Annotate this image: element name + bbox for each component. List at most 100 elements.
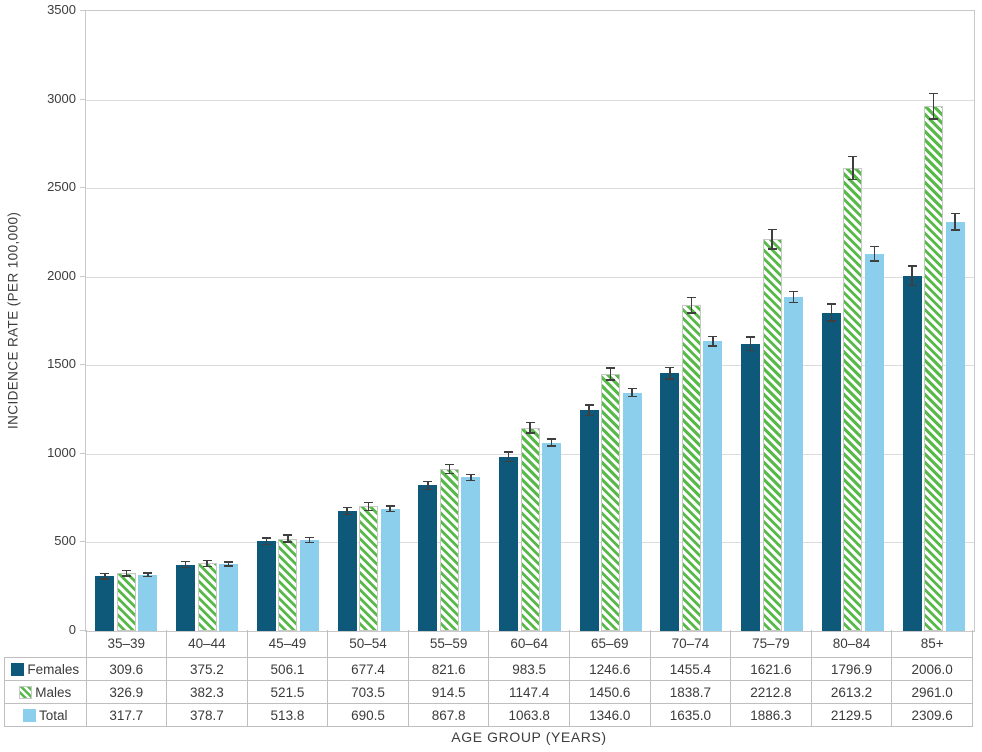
error-cap-top-females-50–54 — [342, 506, 352, 509]
bar-total-75–79 — [784, 296, 804, 631]
category-label-40–44: 40–44 — [166, 630, 248, 658]
error-cap-top-males-70–74 — [686, 296, 696, 299]
error-cap-bottom-females-45–49 — [261, 543, 271, 546]
value-cell-males-75–79: 2212.8 — [730, 680, 812, 704]
bar-females-65–69 — [579, 410, 599, 631]
bar-males-50–54 — [359, 506, 379, 631]
bar-females-60–64 — [499, 456, 518, 631]
error-cap-top-females-65–69 — [584, 404, 594, 406]
y-tick-label-2500: 2500 — [47, 179, 76, 195]
error-bar-males-60–64 — [529, 422, 531, 434]
error-cap-bottom-males-40–44 — [202, 565, 212, 568]
error-bar-males-45–49 — [287, 535, 289, 543]
value-cell-total-70–74: 1635.0 — [649, 703, 732, 727]
value-cell-males-85+: 2961.0 — [891, 680, 973, 704]
category-label-80–84: 80–84 — [810, 630, 893, 658]
error-bar-males-70–74 — [690, 297, 693, 313]
bar-total-50–54 — [380, 508, 400, 631]
value-cell-males-35–39: 326.9 — [85, 680, 168, 704]
error-cap-bottom-total-55–59 — [466, 479, 476, 482]
legend-cell-males: Males — [4, 680, 87, 704]
error-cap-bottom-females-50–54 — [342, 513, 352, 516]
y-tick-label-500: 500 — [54, 533, 76, 549]
error-bar-males-75–79 — [771, 229, 773, 249]
value-cell-females-40–44: 375.2 — [166, 657, 248, 681]
y-tick-mark-3500 — [80, 10, 85, 11]
error-cap-top-total-40–44 — [224, 561, 234, 563]
error-cap-bottom-total-80–84 — [869, 260, 879, 262]
error-bar-males-50–54 — [367, 502, 370, 511]
value-cell-total-85+: 2309.6 — [891, 703, 973, 727]
category-label-50–54: 50–54 — [327, 630, 409, 658]
error-bar-total-65–69 — [631, 388, 633, 397]
bar-total-40–44 — [219, 563, 239, 631]
y-tick-mark-1000 — [80, 452, 85, 454]
y-tick-label-1000: 1000 — [47, 444, 76, 460]
error-bar-females-75–79 — [749, 337, 752, 351]
value-cell-total-35–39: 317.7 — [85, 703, 168, 727]
error-bar-total-45–49 — [308, 537, 311, 543]
error-cap-bottom-females-60–64 — [504, 460, 513, 463]
value-cell-females-35–39: 309.6 — [85, 657, 168, 681]
error-cap-top-males-80–84 — [848, 155, 858, 158]
value-cell-total-40–44: 378.7 — [166, 703, 248, 727]
error-bar-females-65–69 — [588, 405, 590, 416]
value-cell-females-70–74: 1455.4 — [649, 657, 732, 681]
value-cell-females-55–59: 821.6 — [407, 657, 490, 681]
error-bar-females-70–74 — [669, 367, 671, 380]
category-label-75–79: 75–79 — [730, 630, 812, 658]
error-bar-females-40–44 — [184, 561, 187, 568]
y-tick-mark-500 — [80, 541, 85, 543]
error-cap-bottom-males-70–74 — [686, 312, 696, 314]
bar-females-85+ — [902, 275, 922, 631]
bar-total-60–64 — [542, 442, 561, 631]
value-cell-females-50–54: 677.4 — [327, 657, 409, 681]
value-cell-males-65–69: 1450.6 — [568, 680, 651, 704]
legend-label-females: Females — [27, 661, 80, 677]
error-cap-bottom-females-65–69 — [584, 414, 594, 417]
y-tick-label-0: 0 — [68, 622, 76, 637]
error-cap-top-females-40–44 — [181, 560, 191, 563]
bar-males-75–79 — [762, 239, 782, 631]
legend-swatch-males — [19, 685, 33, 699]
bar-females-75–79 — [741, 343, 761, 631]
legend-label-males: Males — [35, 684, 72, 700]
table-row-total: Total 317.7 378.7 513.8 690.5 867.8 1063.8 1346… — [4, 703, 973, 727]
table-row-males: Males 326.9 382.3 521.5 703.5 914.5 1147.4 1450… — [4, 680, 973, 704]
bar-total-65–69 — [622, 392, 642, 631]
error-bar-females-50–54 — [346, 507, 348, 515]
bar-total-80–84 — [864, 253, 884, 631]
y-tick-mark-3000 — [80, 98, 85, 100]
error-bar-males-80–84 — [852, 156, 854, 180]
error-cap-top-males-85+ — [929, 92, 939, 95]
error-cap-top-total-70–74 — [708, 335, 718, 338]
error-bar-males-40–44 — [206, 560, 208, 567]
error-cap-top-males-60–64 — [525, 421, 535, 424]
value-cell-males-70–74: 1838.7 — [649, 680, 732, 704]
bar-females-70–74 — [660, 373, 680, 631]
category-label-70–74: 70–74 — [649, 630, 732, 658]
plot-area — [85, 10, 975, 632]
gridline-2500 — [86, 188, 974, 190]
value-cell-females-80–84: 1796.9 — [810, 657, 893, 681]
error-cap-top-females-45–49 — [261, 537, 271, 539]
category-label-85+: 85+ — [891, 630, 973, 658]
error-cap-top-females-70–74 — [665, 366, 675, 369]
table-row-females: Females 309.6 375.2 506.1 677.4 821.6 983.5 124… — [4, 657, 973, 681]
error-cap-top-total-80–84 — [869, 245, 879, 248]
value-cell-total-45–49: 513.8 — [246, 703, 329, 727]
value-cell-total-65–69: 1346.0 — [568, 703, 651, 727]
y-tick-label-3000: 3000 — [47, 90, 76, 106]
bar-total-85+ — [945, 221, 965, 631]
y-tick-label-1500: 1500 — [47, 356, 76, 372]
legend-swatch-total — [22, 708, 36, 722]
error-bar-males-35–39 — [125, 570, 128, 576]
error-cap-bottom-total-40–44 — [224, 565, 234, 567]
bar-males-55–59 — [439, 469, 459, 631]
value-cell-females-75–79: 1621.6 — [730, 657, 812, 681]
error-cap-bottom-total-70–74 — [708, 345, 718, 347]
value-cell-total-60–64: 1063.8 — [488, 703, 570, 727]
error-cap-top-males-65–69 — [606, 367, 616, 369]
category-label-55–59: 55–59 — [407, 630, 490, 658]
error-bar-females-85+ — [911, 265, 913, 286]
